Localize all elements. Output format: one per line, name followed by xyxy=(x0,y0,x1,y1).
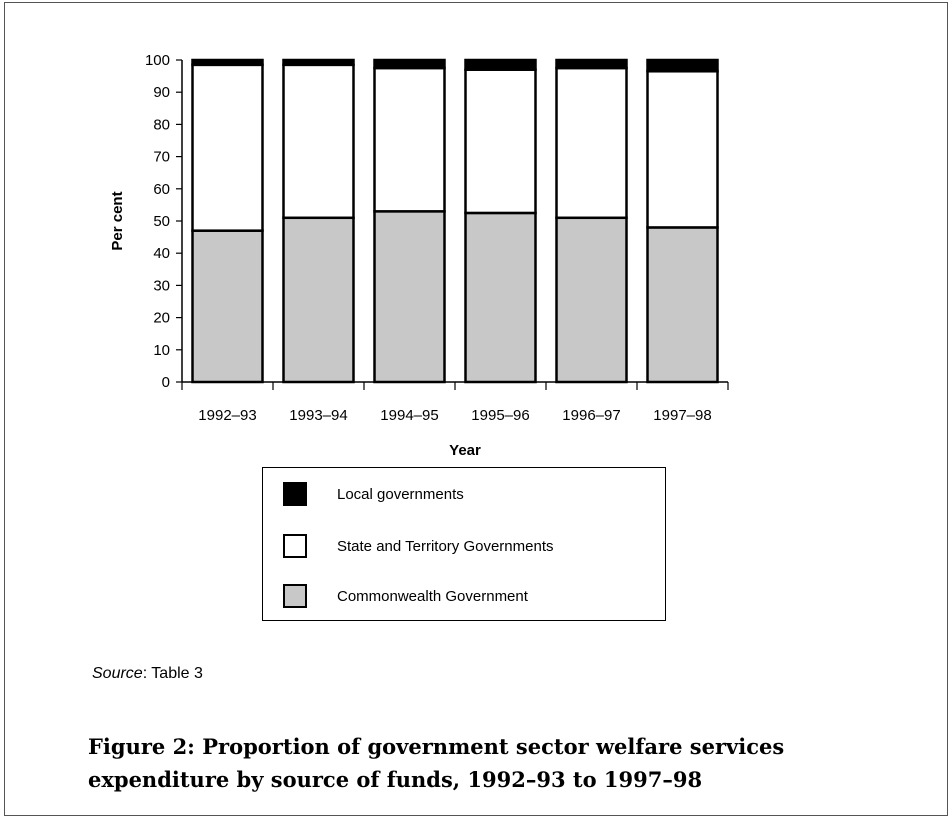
bar-segment-commonwealth xyxy=(646,226,719,384)
legend-label-local: Local governments xyxy=(337,485,464,503)
bar-segment-local xyxy=(555,58,628,70)
bar-segment-local xyxy=(373,58,446,70)
x-tick-label: 1995–96 xyxy=(471,407,529,424)
x-tick-label: 1997–98 xyxy=(653,407,711,424)
bar-segment-state-territory xyxy=(555,66,628,220)
bar-segment-state-territory xyxy=(464,68,537,215)
y-tick-label: 10 xyxy=(153,342,170,359)
y-tick-label: 90 xyxy=(153,84,170,101)
bar-stacks xyxy=(191,58,719,384)
y-tick-label: 50 xyxy=(153,213,170,230)
y-axis-title: Per cent xyxy=(109,191,126,250)
y-tick-label: 100 xyxy=(145,52,170,69)
bar-segment-state-territory xyxy=(646,70,719,229)
bar-segment-commonwealth xyxy=(282,216,355,384)
x-tick-label: 1994–95 xyxy=(380,407,438,424)
x-tick-label: 1992–93 xyxy=(198,407,256,424)
bar-segment-commonwealth xyxy=(373,210,446,384)
legend-item-state-territory: State and Territory Governments xyxy=(283,534,554,558)
bar-segment-local xyxy=(282,58,355,67)
x-axis-title: Year xyxy=(449,442,481,459)
legend-swatch-commonwealth xyxy=(283,584,307,608)
bar-segment-commonwealth xyxy=(191,229,264,384)
bar-segment-state-territory xyxy=(373,66,446,213)
source-note: Source: Table 3 xyxy=(92,665,203,683)
y-tick-label: 80 xyxy=(153,116,170,133)
figure-caption: Figure 2: Proportion of government secto… xyxy=(88,734,785,792)
bar-segment-local xyxy=(191,58,264,67)
x-tick-label: 1993–94 xyxy=(289,407,347,424)
x-tick-label: 1996–97 xyxy=(562,407,620,424)
bar-segment-commonwealth xyxy=(555,216,628,384)
y-tick-label: 40 xyxy=(153,245,170,262)
legend-swatch-state-territory xyxy=(283,534,307,558)
y-axis-ticks: 0 10 20 30 40 50 60 70 80 90 100 xyxy=(145,52,182,391)
y-tick-label: 20 xyxy=(153,310,170,327)
legend-item-commonwealth: Commonwealth Government xyxy=(283,584,528,608)
x-axis-ticks: 1992–93 1993–94 1994–95 1995–96 1996–97 1997–… xyxy=(181,382,729,424)
source-text: : Table 3 xyxy=(142,665,203,682)
legend-item-local: Local governments xyxy=(283,482,464,506)
source-label: Source xyxy=(92,665,143,682)
chart-legend: Local governments State and Territory Go… xyxy=(262,467,666,621)
bar-segment-local xyxy=(646,58,719,73)
bar-segment-local xyxy=(464,58,537,71)
bar-segment-state-territory xyxy=(191,63,264,232)
y-tick-label: 70 xyxy=(153,149,170,166)
y-tick-label: 30 xyxy=(153,277,170,294)
y-tick-label: 60 xyxy=(153,181,170,198)
y-tick-label: 0 xyxy=(162,374,170,391)
legend-label-commonwealth: Commonwealth Government xyxy=(337,587,528,605)
bar-segment-commonwealth xyxy=(464,211,537,384)
bar-segment-state-territory xyxy=(282,63,355,220)
legend-swatch-local xyxy=(283,482,307,506)
figure-frame xyxy=(4,2,948,816)
legend-label-state-territory: State and Territory Governments xyxy=(337,537,554,555)
